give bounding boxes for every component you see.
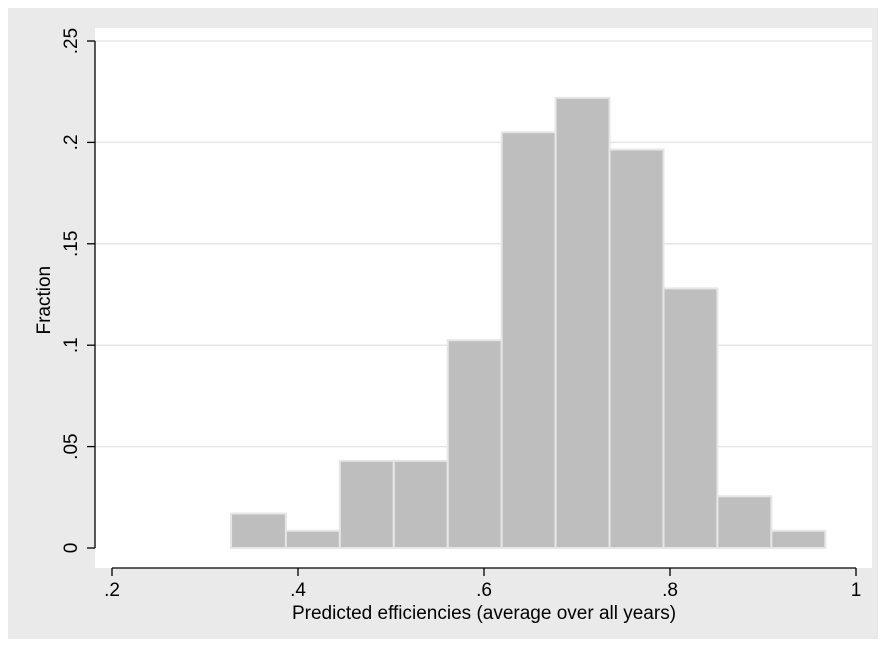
histogram-bar [608,148,665,550]
y-axis-ticks: 0 .05 .1 .15 .2 .25 [61,28,95,554]
y-tick-label: .05 [61,433,82,459]
x-tick-label: .4 [290,580,306,601]
x-tick-label: 1 [851,580,862,601]
histogram-bar [230,512,287,549]
x-tick-label: .6 [476,580,492,601]
x-axis-title: Predicted efficiencies (average over all… [292,603,676,624]
histogram-bar [446,339,503,549]
x-axis-ticks: .2 .4 .6 .8 1 [104,568,861,601]
histogram-bar [500,131,557,549]
histogram-bar [770,529,827,550]
y-tick-label: .15 [61,231,82,257]
histogram-bar [554,96,611,549]
y-tick-label: .1 [61,337,82,353]
y-tick-label: 0 [61,543,82,554]
y-axis-title: Fraction [34,266,55,335]
histogram-bar [338,459,395,549]
y-tick-label: .2 [61,134,82,150]
x-tick-label: .8 [662,580,678,601]
bars [230,96,827,550]
x-tick-label: .2 [104,580,120,601]
y-tick-label: .25 [61,28,82,54]
histogram-bar [716,495,773,550]
gridlines [95,40,872,448]
histogram-bar [662,287,719,549]
histogram-bar [284,529,341,550]
histogram-bar [392,459,449,549]
